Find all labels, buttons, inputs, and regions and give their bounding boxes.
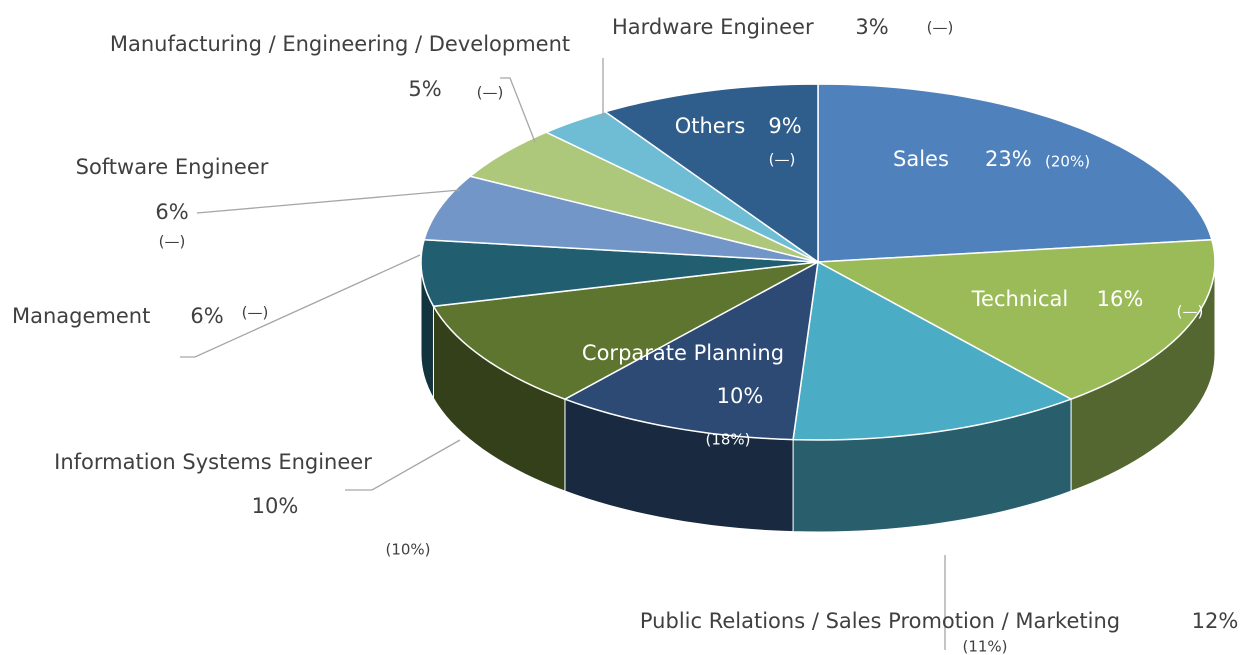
leader-line <box>500 77 536 143</box>
slice <box>420 238 819 308</box>
slice <box>423 175 819 263</box>
slice-label: Information Systems Engineer <box>54 450 372 474</box>
previous-label: (20%) <box>1045 153 1090 171</box>
value-label: 5% <box>408 77 441 101</box>
previous-label: (—) <box>769 151 796 169</box>
value-label: 16% <box>1097 287 1144 311</box>
previous-label: (10%) <box>385 541 430 559</box>
slice-label: Hardware Engineer <box>612 15 814 39</box>
previous-label: (—) <box>1177 303 1204 321</box>
value-label: 6% <box>155 200 188 224</box>
leader-line <box>180 254 421 358</box>
previous-label: (11%) <box>962 638 1007 655</box>
slice <box>563 260 819 441</box>
previous-label: (—) <box>477 84 504 102</box>
slice-label: Public Relations / Sales Promotion / Mar… <box>640 609 1120 633</box>
value-label: 10% <box>717 384 764 408</box>
previous-label: (18%) <box>705 431 750 449</box>
slice-label: Corparate Planning <box>582 341 784 365</box>
slice <box>468 131 819 263</box>
slice <box>544 110 819 263</box>
slice <box>817 83 1213 263</box>
slice-label: Sales <box>893 147 949 171</box>
value-label: 12% <box>1192 609 1239 633</box>
value-label: 3% <box>855 15 888 39</box>
slice-label: Software Engineer <box>76 155 269 179</box>
previous-label: (—) <box>242 304 269 322</box>
slice <box>432 261 819 400</box>
leader-line <box>345 439 461 491</box>
slice <box>815 238 1216 400</box>
leader-line <box>196 189 461 214</box>
slice-label: Others <box>675 114 746 138</box>
value-label: 9% <box>768 114 801 138</box>
previous-label: (—) <box>927 19 954 37</box>
slice-label: Manufacturing / Engineering / Developmen… <box>110 32 570 56</box>
value-label: 23% <box>985 147 1032 171</box>
slice-label: Technical <box>971 287 1068 311</box>
slice-label: Management <box>12 304 150 328</box>
slice <box>792 260 1073 441</box>
previous-label: (—) <box>159 233 186 251</box>
slice <box>603 83 819 264</box>
value-label: 6% <box>190 304 223 328</box>
value-label: 10% <box>252 494 299 518</box>
